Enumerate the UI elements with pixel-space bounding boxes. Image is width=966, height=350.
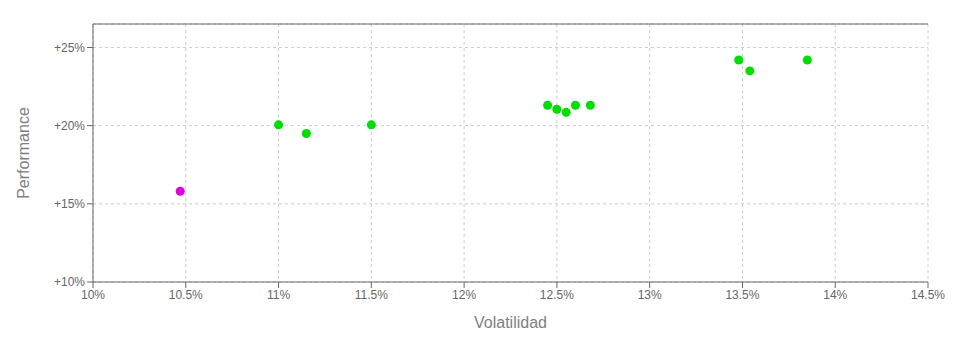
- svg-text:13%: 13%: [638, 288, 662, 302]
- svg-text:12.5%: 12.5%: [540, 288, 574, 302]
- svg-text:11%: 11%: [267, 288, 290, 302]
- svg-text:14.5%: 14.5%: [911, 288, 945, 302]
- svg-text:+10%: +10%: [54, 275, 85, 289]
- svg-text:13.5%: 13.5%: [725, 288, 759, 302]
- svg-text:+15%: +15%: [54, 197, 85, 211]
- svg-text:12%: 12%: [452, 288, 476, 302]
- svg-text:14%: 14%: [823, 288, 847, 302]
- svg-text:10%: 10%: [81, 288, 105, 302]
- svg-text:Volatilidad: Volatilidad: [474, 314, 547, 331]
- svg-text:10.5%: 10.5%: [169, 288, 203, 302]
- svg-text:+25%: +25%: [54, 41, 85, 55]
- svg-text:Performance: Performance: [15, 107, 32, 199]
- svg-text:+20%: +20%: [54, 119, 85, 133]
- svg-text:11.5%: 11.5%: [355, 288, 388, 302]
